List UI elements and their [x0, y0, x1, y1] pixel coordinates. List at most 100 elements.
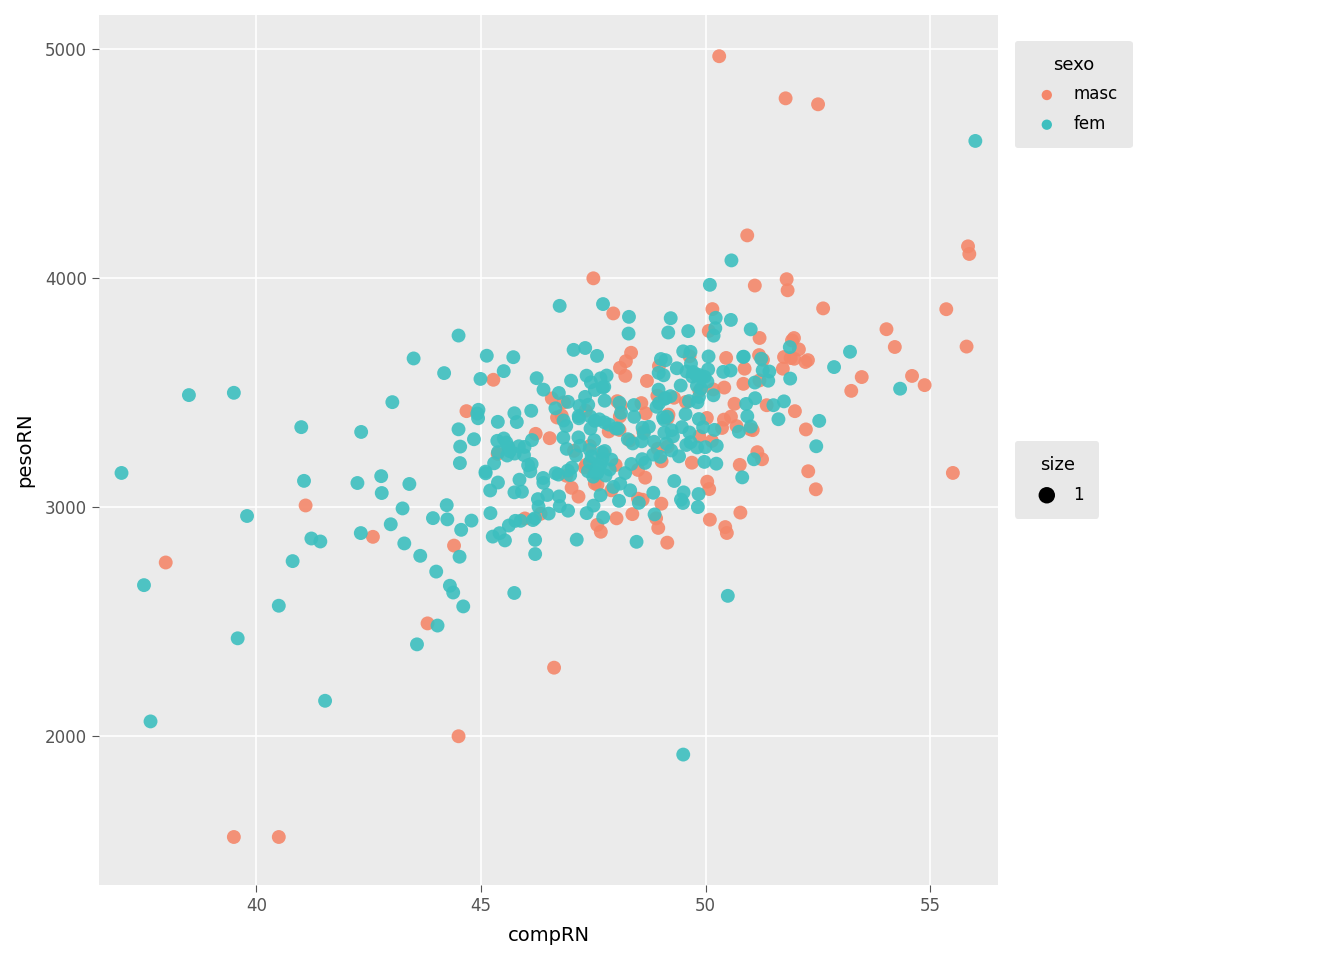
- fem: [660, 443, 681, 458]
- masc: [702, 301, 723, 317]
- fem: [504, 514, 526, 529]
- masc: [634, 406, 656, 421]
- fem: [562, 460, 583, 475]
- fem: [496, 448, 517, 464]
- masc: [751, 451, 773, 467]
- masc: [780, 350, 801, 366]
- masc: [567, 489, 589, 504]
- fem: [227, 631, 249, 646]
- masc: [487, 446, 508, 462]
- fem: [664, 473, 685, 489]
- fem: [579, 409, 601, 424]
- fem: [552, 430, 574, 445]
- fem: [468, 411, 489, 426]
- masc: [808, 97, 829, 112]
- masc: [632, 492, 653, 508]
- fem: [696, 374, 718, 390]
- masc: [957, 239, 978, 254]
- masc: [749, 348, 770, 363]
- Y-axis label: pesoRN: pesoRN: [15, 413, 34, 488]
- fem: [694, 454, 715, 469]
- masc: [797, 352, 818, 368]
- fem: [382, 395, 403, 410]
- fem: [688, 390, 710, 405]
- fem: [538, 506, 559, 521]
- masc: [606, 394, 628, 409]
- masc: [753, 352, 774, 368]
- masc: [703, 382, 724, 397]
- masc: [696, 410, 718, 425]
- masc: [609, 360, 630, 375]
- masc: [935, 301, 957, 317]
- fem: [570, 438, 591, 453]
- fem: [706, 456, 727, 471]
- masc: [609, 409, 630, 424]
- fem: [642, 447, 664, 463]
- fem: [655, 352, 676, 368]
- fem: [644, 434, 665, 449]
- masc: [609, 422, 630, 438]
- fem: [672, 495, 694, 511]
- masc: [777, 282, 798, 298]
- masc: [739, 421, 761, 437]
- fem: [585, 466, 606, 481]
- fem: [474, 464, 496, 479]
- fem: [590, 488, 612, 503]
- masc: [788, 342, 809, 357]
- fem: [594, 415, 616, 430]
- fem: [672, 344, 694, 359]
- fem: [453, 599, 474, 614]
- fem: [513, 440, 535, 455]
- fem: [609, 396, 630, 411]
- fem: [508, 439, 530, 454]
- fem: [780, 340, 801, 355]
- fem: [679, 394, 700, 409]
- fem: [648, 396, 669, 411]
- masc: [699, 481, 720, 496]
- fem: [556, 463, 578, 478]
- fem: [762, 397, 784, 413]
- masc: [645, 511, 667, 526]
- fem: [694, 370, 715, 385]
- fem: [495, 533, 516, 548]
- fem: [720, 312, 742, 327]
- masc: [563, 444, 585, 459]
- masc: [648, 520, 669, 536]
- fem: [504, 445, 526, 461]
- masc: [914, 377, 935, 393]
- fem: [593, 380, 614, 396]
- masc: [784, 351, 805, 367]
- fem: [718, 588, 739, 604]
- fem: [293, 473, 314, 489]
- fem: [673, 485, 695, 500]
- masc: [646, 388, 668, 403]
- fem: [594, 393, 616, 408]
- fem: [624, 397, 645, 413]
- masc: [688, 428, 710, 444]
- fem: [449, 549, 470, 564]
- fem: [741, 419, 762, 434]
- fem: [720, 252, 742, 268]
- masc: [742, 422, 763, 438]
- fem: [464, 432, 485, 447]
- fem: [648, 365, 669, 380]
- fem: [598, 417, 620, 432]
- fem: [509, 513, 531, 528]
- fem: [526, 371, 547, 386]
- fem: [712, 364, 734, 379]
- masc: [630, 396, 652, 411]
- masc: [884, 339, 906, 354]
- fem: [681, 369, 703, 384]
- masc: [590, 524, 612, 540]
- fem: [660, 310, 681, 325]
- fem: [524, 546, 546, 562]
- masc: [781, 333, 802, 348]
- fem: [569, 411, 590, 426]
- masc: [942, 466, 964, 481]
- fem: [544, 466, 566, 481]
- fem: [634, 455, 656, 470]
- fem: [435, 497, 457, 513]
- masc: [812, 300, 833, 316]
- fem: [609, 493, 630, 509]
- fem: [679, 424, 700, 440]
